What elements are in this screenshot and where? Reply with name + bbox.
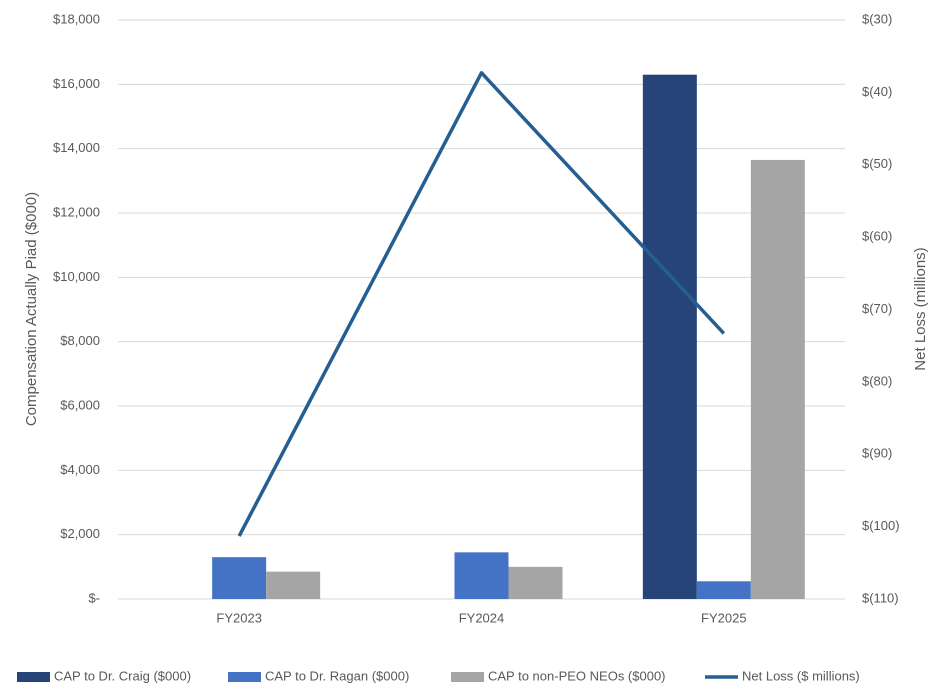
y-tick-label: $14,000 [53, 140, 100, 155]
bar [696, 581, 751, 599]
legend-swatch [17, 672, 50, 682]
bar [750, 159, 805, 600]
y2-tick-label: $(30) [862, 11, 892, 26]
bar [212, 557, 267, 599]
legend-label: CAP to non-PEO NEOs ($000) [488, 668, 666, 683]
legend-label: CAP to Dr. Ragan ($000) [265, 668, 409, 683]
x-tick-label: FY2023 [216, 610, 262, 625]
y2-axis-title: Net Loss (millions) [912, 247, 929, 370]
bar [266, 571, 321, 599]
line [237, 71, 726, 537]
y2-tick-label: $(40) [862, 84, 892, 99]
y2-tick-label: $(100) [862, 518, 900, 533]
legend-label: CAP to Dr. Craig ($000) [54, 668, 191, 683]
y-tick-label: $18,000 [53, 11, 100, 26]
y2-tick-label: $(90) [862, 446, 892, 461]
bar [642, 74, 697, 599]
y-axis-title: Compensation Actually Piad ($000) [23, 192, 40, 426]
legend-swatch [451, 672, 484, 682]
y-tick-label: $10,000 [53, 269, 100, 284]
legend-label: Net Loss ($ millions) [742, 668, 860, 683]
y2-tick-label: $(60) [862, 229, 892, 244]
y-tick-label: $16,000 [53, 76, 100, 91]
y2-tick-label: $(80) [862, 373, 892, 388]
x-tick-label: FY2024 [459, 610, 505, 625]
y-tick-label: $8,000 [60, 333, 100, 348]
y2-tick-label: $(110) [862, 590, 899, 605]
legend-swatch [228, 672, 261, 682]
y-tick-label: $4,000 [60, 462, 100, 477]
bar [508, 566, 563, 599]
y2-tick-label: $(70) [862, 301, 892, 316]
y-tick-label: $2,000 [60, 526, 100, 541]
y-tick-label: $6,000 [60, 397, 100, 412]
y-tick-label: $- [88, 590, 100, 605]
y-tick-label: $12,000 [53, 204, 100, 219]
bar [454, 552, 509, 599]
x-tick-label: FY2025 [701, 610, 747, 625]
y2-tick-label: $(50) [862, 156, 892, 171]
